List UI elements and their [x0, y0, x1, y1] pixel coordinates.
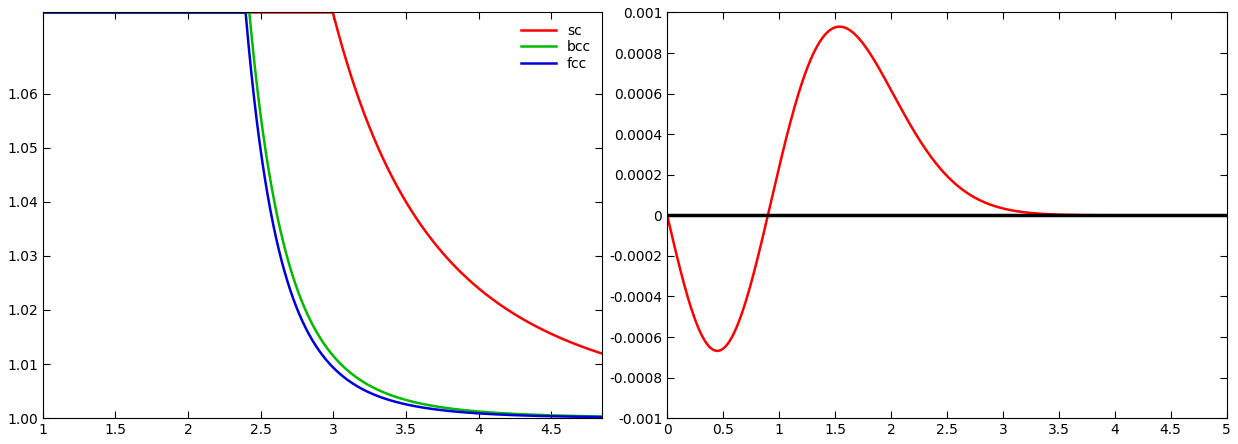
sc: [594, 351, 609, 356]
sc: [453, 269, 468, 274]
fcc: [36, 10, 51, 15]
fcc: [399, 402, 413, 407]
fcc: [594, 414, 609, 420]
sc: [249, 10, 264, 15]
bcc: [371, 387, 386, 392]
sc: [371, 146, 386, 151]
bcc: [137, 10, 152, 15]
fcc: [495, 412, 510, 417]
fcc: [137, 10, 152, 15]
sc: [137, 10, 152, 15]
bcc: [249, 79, 264, 85]
Line: sc: sc: [43, 12, 602, 353]
bcc: [453, 407, 468, 412]
Line: fcc: fcc: [43, 12, 602, 417]
fcc: [371, 393, 386, 399]
sc: [36, 10, 51, 15]
sc: [399, 200, 413, 206]
fcc: [453, 409, 468, 415]
bcc: [495, 411, 510, 416]
Legend: sc, bcc, fcc: sc, bcc, fcc: [517, 20, 595, 75]
bcc: [399, 397, 413, 403]
bcc: [36, 10, 51, 15]
Line: bcc: bcc: [43, 12, 602, 416]
fcc: [249, 116, 264, 122]
sc: [495, 304, 510, 309]
bcc: [594, 414, 609, 419]
